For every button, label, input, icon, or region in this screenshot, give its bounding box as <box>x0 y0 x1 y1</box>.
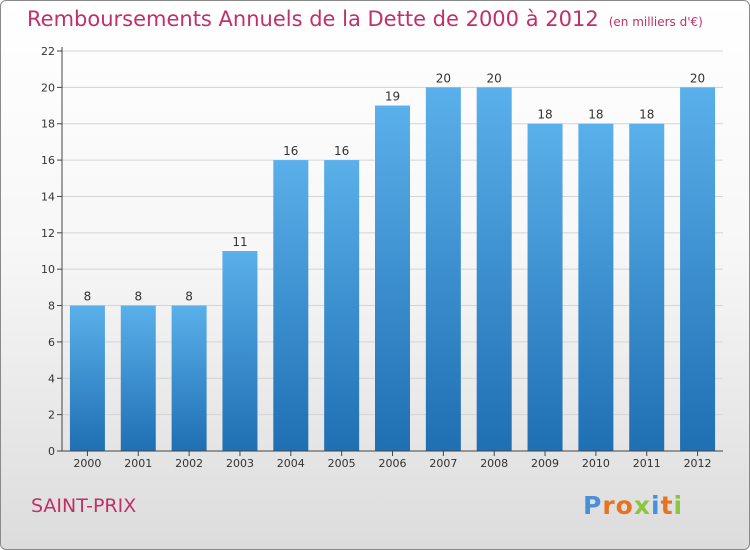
x-tick-label: 2002 <box>175 457 203 470</box>
y-tick-label: 22 <box>41 45 55 58</box>
x-tick-label: 2006 <box>379 457 407 470</box>
logo-letter: x <box>633 491 651 520</box>
x-tick-label: 2000 <box>73 457 101 470</box>
x-tick-label: 2011 <box>633 457 661 470</box>
bar <box>578 123 614 452</box>
data-label: 8 <box>84 290 92 304</box>
data-label: 18 <box>537 108 552 122</box>
x-tick-label: 2005 <box>328 457 356 470</box>
bars <box>69 87 716 452</box>
bar <box>629 123 665 452</box>
x-tick-label: 2010 <box>582 457 610 470</box>
data-label: 16 <box>334 144 349 158</box>
chart-title-text: Remboursements Annuels de la Dette de 20… <box>27 7 599 31</box>
y-tick-label: 20 <box>41 81 55 94</box>
data-label: 11 <box>232 235 247 249</box>
y-tick-label: 16 <box>41 154 55 167</box>
y-tick-label: 10 <box>41 263 55 276</box>
bar <box>527 123 563 452</box>
y-tick-label: 2 <box>48 409 55 422</box>
data-label: 20 <box>690 71 705 85</box>
y-tick-label: 4 <box>48 372 55 385</box>
commune-name: SAINT-PRIX <box>31 495 137 517</box>
bar <box>476 87 512 451</box>
bar <box>69 305 105 451</box>
y-tick-label: 8 <box>48 300 55 313</box>
logo-letter: i <box>651 491 661 520</box>
logo-letter: o <box>615 491 634 520</box>
y-tick-label: 12 <box>41 227 55 240</box>
y-tick-label: 0 <box>48 445 55 458</box>
logo-letter: i <box>673 491 684 520</box>
labels: 0 2 4 6 8 10 12 14 16 18 20 22 8 2000 8 2001 8 2002 11 2003… <box>41 45 712 470</box>
x-tick-label: 2004 <box>277 457 305 470</box>
data-label: 18 <box>639 108 654 122</box>
x-tick-label: 2003 <box>226 457 254 470</box>
x-tick-label: 2009 <box>531 457 559 470</box>
data-label: 18 <box>588 108 603 122</box>
x-tick-label: 2001 <box>124 457 152 470</box>
data-label: 16 <box>283 144 298 158</box>
y-tick-label: 18 <box>41 118 55 131</box>
axes <box>57 47 723 456</box>
data-label: 8 <box>185 290 193 304</box>
bar <box>324 160 360 451</box>
data-label: 19 <box>385 90 400 104</box>
bar <box>680 87 716 451</box>
chart-unit: (en milliers d'€) <box>608 15 703 29</box>
logo-letter: t <box>660 491 674 520</box>
logo-letter: r <box>602 491 616 520</box>
data-label: 8 <box>134 290 142 304</box>
bar <box>375 105 410 451</box>
bar <box>222 251 258 451</box>
chart-title: Remboursements Annuels de la Dette de 20… <box>27 7 703 31</box>
x-tick-label: 2008 <box>480 457 508 470</box>
data-label: 20 <box>436 71 451 85</box>
bar <box>120 305 156 451</box>
proxiti-logo: Proxiti <box>583 491 683 520</box>
y-tick-label: 14 <box>41 190 55 203</box>
y-tick-label: 6 <box>48 336 55 349</box>
x-tick-label: 2012 <box>684 457 712 470</box>
bar <box>171 305 207 451</box>
logo-letter: P <box>583 491 603 520</box>
x-tick-label: 2007 <box>429 457 457 470</box>
bar <box>273 160 309 451</box>
data-label: 20 <box>487 71 502 85</box>
bar <box>425 87 461 451</box>
